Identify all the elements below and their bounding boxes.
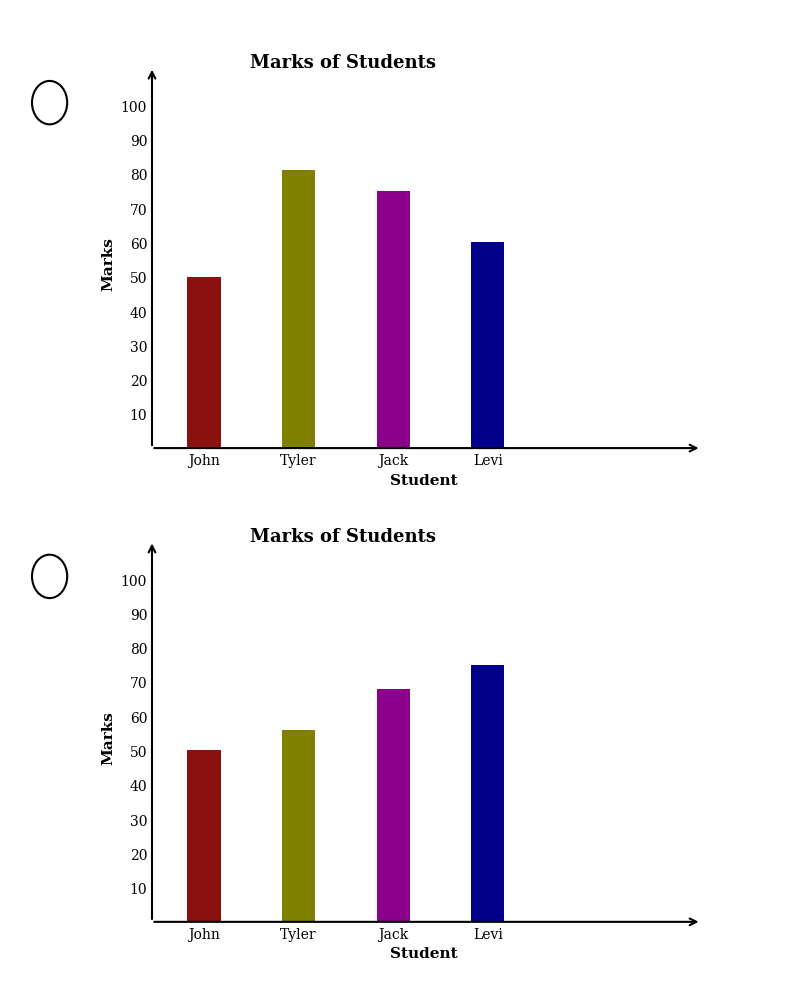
- Bar: [471, 666, 505, 922]
- Y-axis label: Marks: Marks: [102, 710, 115, 764]
- Bar: [377, 192, 410, 449]
- Bar: [187, 750, 221, 922]
- Y-axis label: Marks: Marks: [102, 237, 115, 291]
- Bar: [282, 731, 315, 922]
- X-axis label: Student: Student: [390, 947, 458, 960]
- Bar: [377, 689, 410, 922]
- X-axis label: Student: Student: [390, 473, 458, 487]
- Text: Marks of Students: Marks of Students: [250, 54, 436, 72]
- Text: Marks of Students: Marks of Students: [250, 528, 436, 545]
- Bar: [471, 244, 505, 449]
- Bar: [187, 277, 221, 449]
- Bar: [282, 172, 315, 449]
